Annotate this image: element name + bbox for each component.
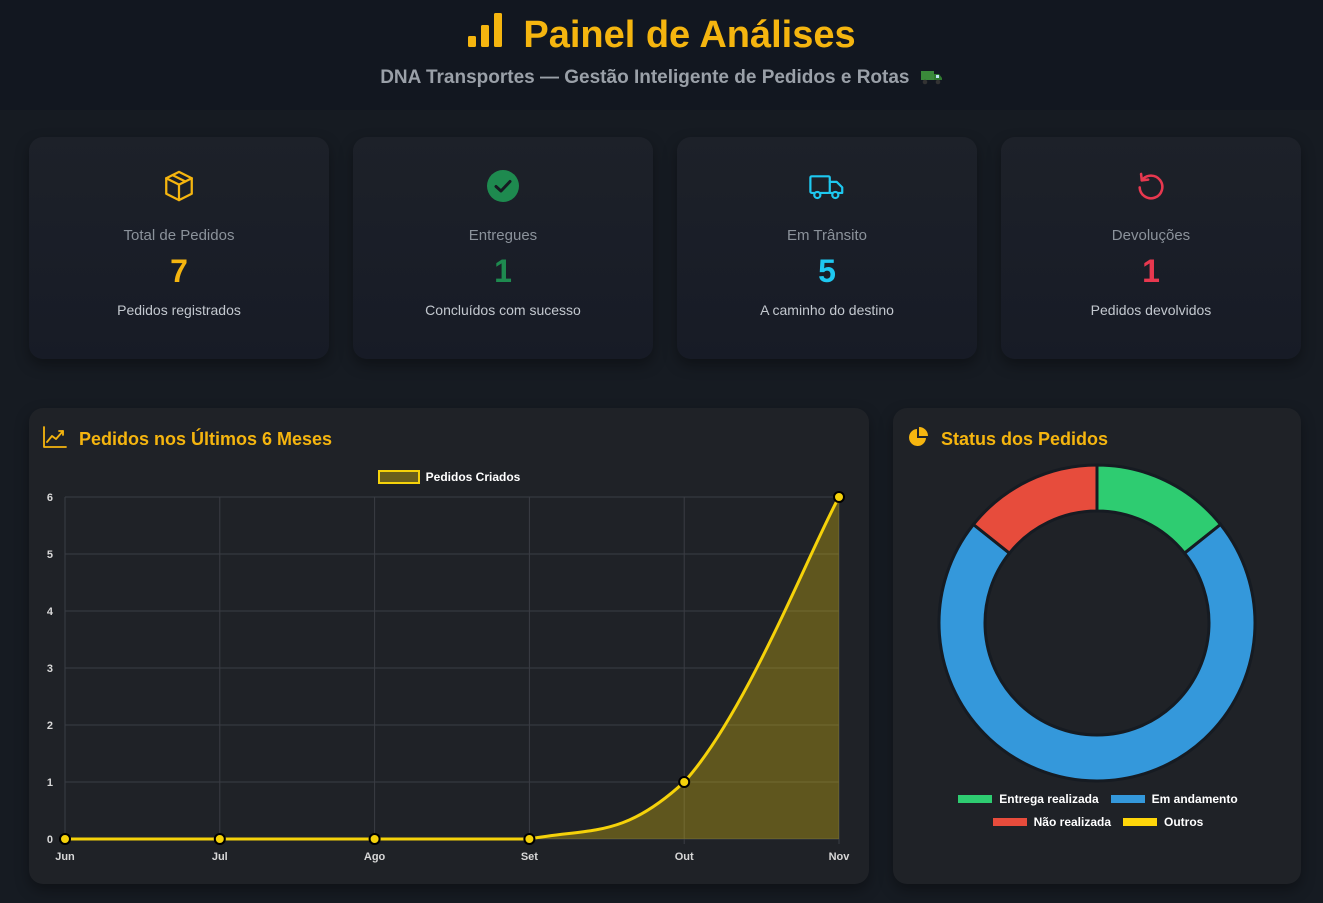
legend-label: Não realizada <box>1033 815 1112 829</box>
check-circle-icon <box>353 169 653 203</box>
stat-description: A caminho do destino <box>760 302 894 318</box>
header: Painel de Análises DNA Transportes — Ges… <box>0 0 1323 110</box>
x-tick-label: Set <box>521 851 538 863</box>
legend-item[interactable]: Não realizada <box>990 815 1112 829</box>
legend-label: Entrega realizada <box>999 792 1099 806</box>
page-title: Painel de Análises <box>0 12 1323 58</box>
y-tick-label: 5 <box>47 549 53 561</box>
stat-card-in-transit: Em Trânsito 5 A caminho do destino <box>677 137 977 359</box>
legend-item[interactable]: Outros <box>1121 815 1203 829</box>
line-chart: 0 1 2 3 4 5 6 Jun Jul Ago Set Out Nov <box>47 491 851 863</box>
pie-chart-icon <box>907 426 929 453</box>
legend-label: Pedidos Criados <box>425 470 521 484</box>
legend-item[interactable]: Entrega realizada <box>956 792 1099 806</box>
x-tick-label: Nov <box>829 851 851 863</box>
x-tick-label: Jul <box>212 851 228 863</box>
chart-legend[interactable]: Pedidos Criados <box>29 470 869 484</box>
legend-label: Em andamento <box>1151 792 1238 806</box>
donut-slice <box>937 522 1257 783</box>
y-tick-label: 6 <box>47 492 53 504</box>
donut-legend: Entrega realizada Em andamento Não reali… <box>893 792 1301 838</box>
panel-title: Pedidos nos Últimos 6 Meses <box>43 426 332 453</box>
panel-title-text: Status dos Pedidos <box>941 429 1109 449</box>
page-subtitle-text: DNA Transportes — Gestão Inteligente de … <box>380 67 910 88</box>
x-tick-label: Jun <box>55 851 75 863</box>
stat-label: Entregues <box>468 227 538 244</box>
stat-label: Total de Pedidos <box>123 227 235 244</box>
stat-description: Concluídos com sucesso <box>425 302 581 318</box>
legend-swatch <box>1108 793 1147 805</box>
y-tick-label: 0 <box>47 834 53 846</box>
legend-swatch <box>1121 816 1160 828</box>
panel-title-text: Pedidos nos Últimos 6 Meses <box>79 429 333 449</box>
y-tick-label: 4 <box>47 606 54 618</box>
y-tick-label: 3 <box>47 663 53 675</box>
data-point <box>523 833 536 845</box>
stat-value: 1 <box>494 253 512 289</box>
series-area <box>65 497 839 839</box>
x-tick-label: Out <box>675 851 694 863</box>
stat-value: 5 <box>818 253 836 289</box>
panel-title: Status dos Pedidos <box>907 426 1108 453</box>
x-tick-label: Ago <box>364 851 386 863</box>
data-point <box>213 833 226 845</box>
legend-item[interactable]: Em andamento <box>1108 792 1238 806</box>
stat-label: Devoluções <box>1111 227 1191 244</box>
stat-description: Pedidos registrados <box>117 302 241 318</box>
donut-slice <box>971 463 1099 556</box>
status-donut-chart-panel: Status dos Pedidos Entrega realizada Em … <box>893 408 1301 884</box>
data-point <box>59 833 71 845</box>
stat-card-returns: Devoluções 1 Pedidos devolvidos <box>1001 137 1301 359</box>
stat-description: Pedidos devolvidos <box>1090 302 1212 318</box>
bar-chart-icon <box>467 12 503 58</box>
rotate-ccw-icon <box>1001 169 1301 203</box>
data-point <box>678 776 691 788</box>
data-point <box>368 833 381 845</box>
stat-label: Em Trânsito <box>786 227 868 244</box>
y-tick-label: 1 <box>47 777 53 789</box>
stat-value: 1 <box>1142 253 1160 289</box>
page-title-text: Painel de Análises <box>523 13 856 56</box>
package-icon <box>29 169 329 203</box>
stat-value: 7 <box>170 253 188 289</box>
truck-icon <box>677 169 977 203</box>
donut-chart <box>937 463 1257 783</box>
truck-emoji-icon <box>920 69 943 91</box>
page-subtitle: DNA Transportes — Gestão Inteligente de … <box>0 67 1323 91</box>
orders-line-chart-panel: Pedidos nos Últimos 6 Meses Pedidos Cria… <box>29 408 869 884</box>
legend-swatch <box>990 816 1029 828</box>
stat-card-delivered: Entregues 1 Concluídos com sucesso <box>353 137 653 359</box>
legend-label: Outros <box>1164 815 1204 829</box>
legend-swatch <box>377 470 420 484</box>
y-tick-label: 2 <box>47 720 53 732</box>
trending-up-icon <box>43 426 67 453</box>
stat-card-total: Total de Pedidos 7 Pedidos registrados <box>29 137 329 359</box>
legend-swatch <box>956 793 995 805</box>
data-point <box>833 491 845 503</box>
